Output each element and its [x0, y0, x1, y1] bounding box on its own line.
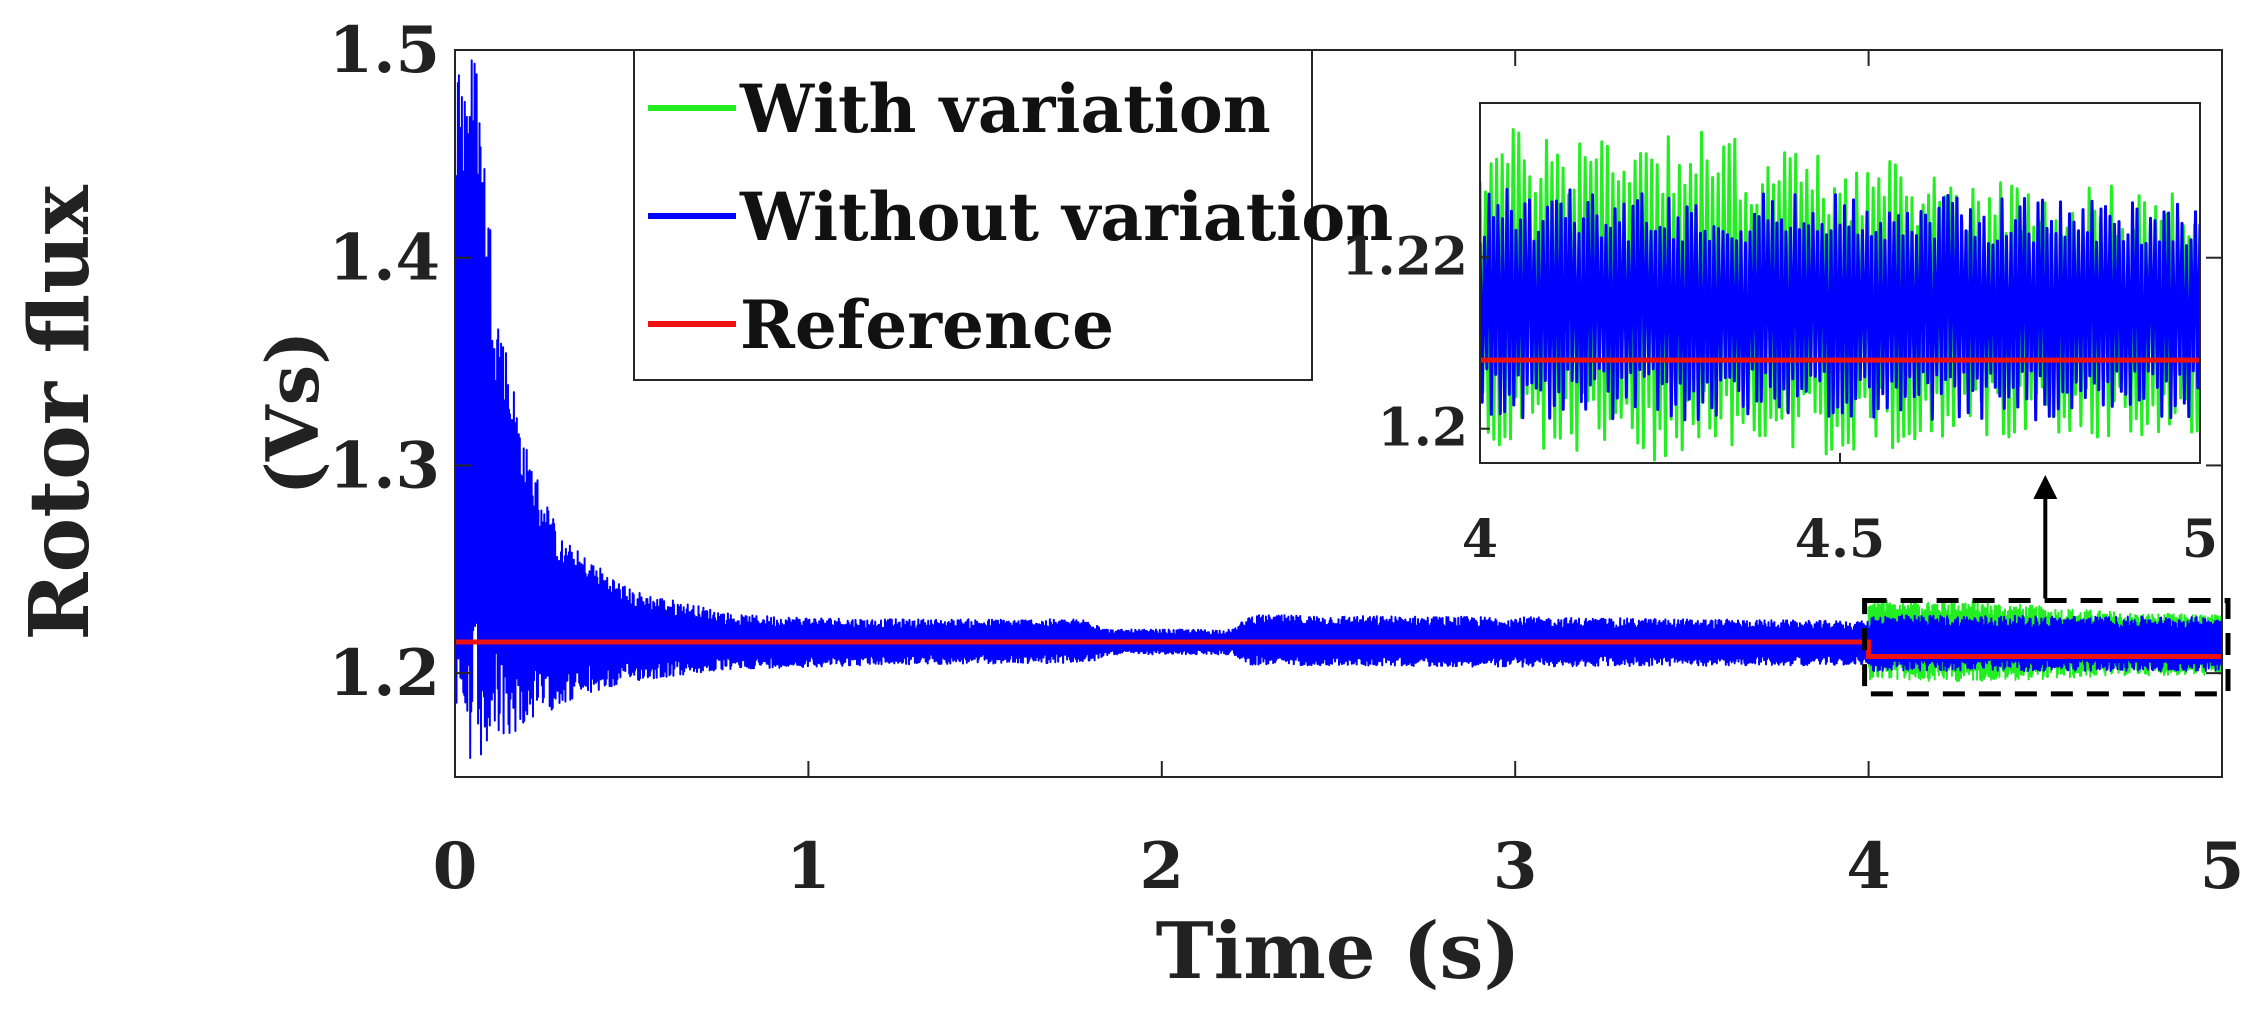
inset-x-tick-label: 4.5: [1795, 509, 1885, 570]
x-tick-label: 4: [1846, 829, 1891, 904]
inset-x-tick-label: 4: [1462, 509, 1498, 570]
inset-x-tick-label: 5: [2182, 509, 2218, 570]
main-chart: 0 1 2 3 4 5 1.2 1.3 1.4 1.5 Time (s) Rotor flux (…: [12, 13, 2244, 997]
zoom-annotation: [1862, 475, 2231, 697]
series-reference-line: [455, 639, 2222, 659]
y-tick-label: 1.2: [329, 636, 440, 711]
x-tick-label: 0: [433, 829, 478, 904]
inset-chart: 4 4.5 5 1.2 1.22: [1341, 102, 2218, 570]
main-plot-area: [455, 59, 2222, 759]
y-axis-title: Rotor flux: [12, 184, 108, 640]
x-tick-label: 3: [1493, 829, 1538, 904]
inset-plot-area: [1480, 128, 2200, 462]
legend: With variation Without variation Reference: [633, 49, 1393, 381]
inset-without-variation-line: [1480, 187, 2200, 422]
x-tick-label: 2: [1140, 829, 1185, 904]
y-tick-label: 1.5: [329, 13, 440, 88]
inset-ticks: 4 4.5 5 1.2 1.22: [1341, 226, 2218, 570]
main-axes-box: [454, 49, 2223, 778]
main-ticks: 0 1 2 3 4 5 1.2 1.3 1.4 1.5: [329, 13, 2245, 904]
x-tick-label: 1: [786, 829, 831, 904]
y-axis-unit: (Vs): [250, 331, 335, 496]
inset-y-tick-label: 1.2: [1378, 398, 1468, 459]
legend-label: Reference: [740, 286, 1114, 364]
x-axis-title: Time (s): [1156, 906, 1521, 997]
series-without-variation-line: [455, 59, 2222, 759]
legend-box: [633, 49, 1313, 381]
legend-label: Without variation: [739, 178, 1393, 256]
zoom-region-box: [1862, 597, 2231, 697]
y-tick-label: 1.4: [329, 221, 440, 296]
legend-label: With variation: [739, 70, 1271, 148]
inset-y-tick-label: 1.22: [1341, 226, 1468, 287]
y-tick-label: 1.3: [329, 428, 440, 503]
x-tick-label: 5: [2200, 829, 2245, 904]
